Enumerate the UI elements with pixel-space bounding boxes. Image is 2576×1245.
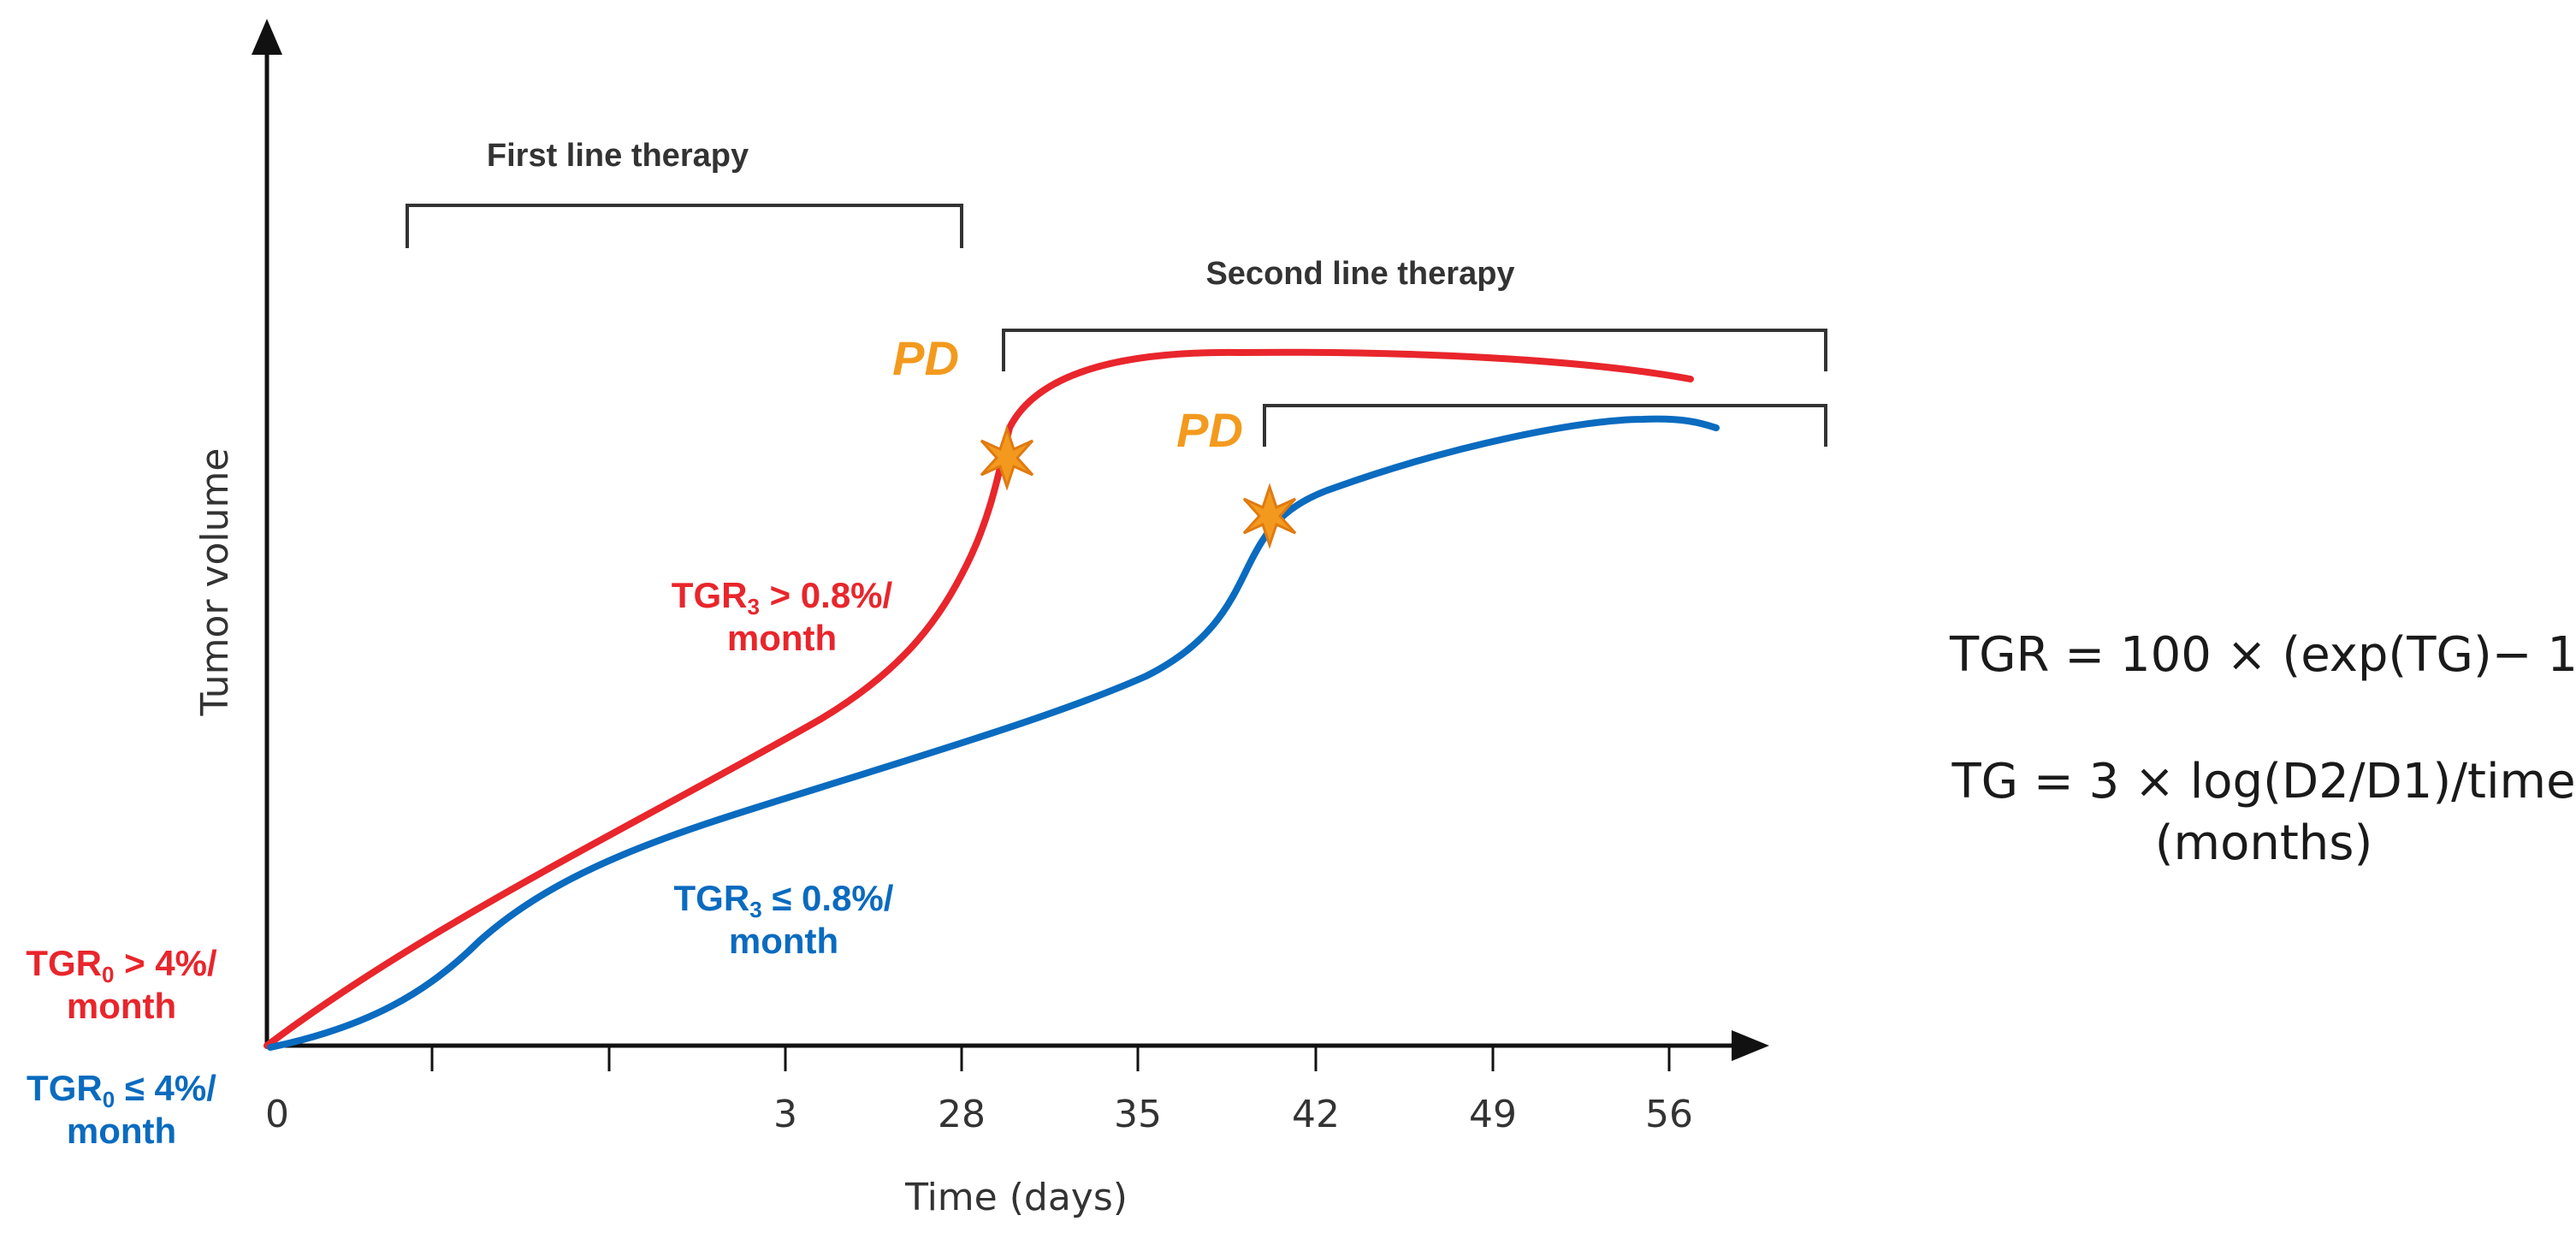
star-burst-shape (980, 424, 1034, 491)
first-line-therapy-label: First line therapy (487, 138, 749, 174)
tgr-subscript: 3 (749, 897, 761, 922)
y-axis-arrow (252, 19, 282, 55)
tgr-subscript: 3 (747, 594, 759, 620)
x-tick-label-35: 35 (1114, 1093, 1162, 1136)
x-axis-label: Time (days) (904, 1176, 1128, 1219)
star-burst-shape (1242, 483, 1297, 549)
tgr-subscript: 0 (103, 1087, 115, 1112)
tg-formula-line2: (months) (2155, 815, 2373, 871)
tgr-subscript: 0 (102, 962, 114, 987)
x-tick-label-49: 49 (1469, 1093, 1517, 1136)
second-line-therapy-label: Second line therapy (1205, 256, 1514, 292)
tgr3-red-label-line2: month (727, 618, 837, 658)
tgr3-blue-label-line1: TGR3 ≤ 0.8%/ (674, 878, 894, 922)
x-axis-ticks (430, 1046, 1671, 1071)
axes: 0 3 28 35 42 49 56 Time (days) Tumor vol… (193, 19, 1769, 1219)
x-tick-label-42: 42 (1292, 1093, 1340, 1136)
tgr-condition: ≤ 0.8%/ (762, 878, 894, 918)
x-tick-label-56: 56 (1645, 1093, 1693, 1136)
x-tick-label-3: 3 (773, 1093, 797, 1136)
tgr-text: TGR (674, 878, 750, 918)
x-axis-arrow (1732, 1030, 1769, 1061)
tgr-text: TGR (672, 575, 748, 615)
tgr0-blue-label-line2: month (67, 1111, 176, 1151)
tgr-text: TGR (27, 1068, 103, 1108)
first-line-bracket (406, 204, 963, 248)
tgr3-blue-label-line2: month (729, 921, 838, 961)
pd-marker-blue-icon (1242, 483, 1297, 549)
tgr-condition: > 0.8%/ (760, 575, 893, 615)
pd-label-red: PD (892, 331, 959, 385)
red-tumor-curve (264, 348, 1694, 1049)
tgr0-blue-label-line1: TGR0 ≤ 4%/ (27, 1068, 216, 1112)
bracket-line-lower (1263, 404, 1827, 447)
tgr3-red-label-line1: TGR3 > 0.8%/ (672, 575, 893, 620)
bracket-line (406, 204, 963, 248)
tgr-condition: ≤ 4%/ (115, 1068, 216, 1108)
y-axis-label: Tumor volume (193, 448, 237, 717)
bracket-line-upper (1002, 329, 1827, 371)
x-tick-label-0: 0 (265, 1093, 289, 1136)
tg-formula-line1: TG = 3 × log(D2/D1)/time (1951, 754, 2575, 809)
tgr-formula: TGR = 100 × (exp(TG)− 1 (1949, 627, 2576, 683)
tgr0-red-label-line1: TGR0 > 4%/ (26, 943, 217, 987)
tgr-condition: > 4%/ (114, 943, 217, 983)
pd-label-blue: PD (1176, 403, 1243, 457)
x-tick-label-28: 28 (938, 1093, 986, 1136)
pd-marker-red-icon (980, 424, 1034, 491)
tgr-text: TGR (26, 943, 102, 983)
tgr0-red-label-line2: month (67, 986, 176, 1026)
blue-tumor-curve (267, 415, 1720, 1051)
second-line-bracket (1002, 329, 1827, 447)
